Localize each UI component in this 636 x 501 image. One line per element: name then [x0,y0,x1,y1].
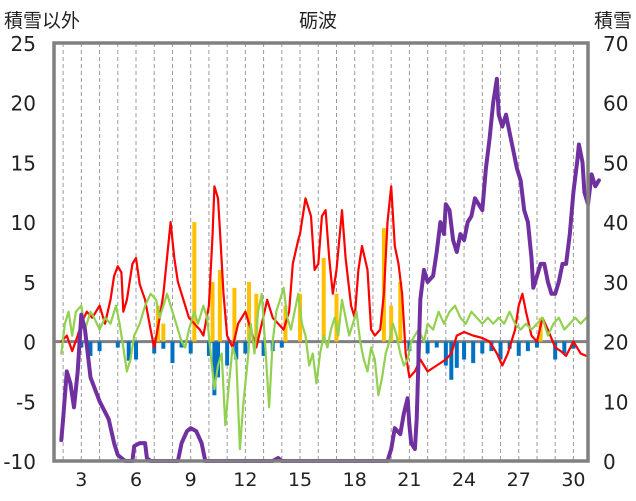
bar [115,341,120,348]
y-right-tick-label: 20 [603,331,628,355]
y-right-tick-label: 60 [603,92,628,116]
bar [553,341,558,360]
bar [161,341,166,349]
bar [217,269,222,342]
x-tick-label: 15 [288,469,312,491]
bar [398,281,403,342]
x-tick-label: 12 [233,469,257,491]
bar [206,341,211,356]
x-tick-label: 27 [507,469,531,491]
bar [126,341,131,361]
y-right-tick-label: 70 [603,32,628,56]
bar [210,281,215,342]
y-left-tick-label: 25 [11,32,36,56]
bar [192,222,197,342]
series-line [59,76,601,463]
bar [471,341,476,364]
plot-frame [52,41,590,463]
bar [134,341,139,360]
x-tick-label: 21 [397,469,421,491]
y-left-tick-label: 20 [11,92,36,116]
y-right-tick-label: 40 [603,211,628,235]
bar [170,341,175,364]
bar [225,341,230,366]
bar [462,341,467,360]
y-left-tick-label: 0 [23,331,36,355]
bar [247,281,252,342]
bar [261,341,266,356]
series-line [60,185,588,379]
bar [480,341,485,354]
bar [571,341,576,349]
bar [216,341,221,378]
series-line [60,286,588,451]
bar [97,341,102,352]
bar [88,341,93,356]
bar [525,341,530,352]
right-axis-title: 積雪 [593,10,632,32]
x-tick-label: 6 [130,469,142,491]
y-left-tick-label: 10 [11,211,36,235]
bar [298,293,303,342]
y-right-tick-label: 30 [603,271,628,295]
x-tick-label: 9 [185,469,197,491]
bar [434,341,439,348]
bar [212,341,217,396]
bar [562,341,567,354]
bar [389,305,394,342]
bar [254,293,259,342]
y-left-tick-label: -10 [3,450,36,474]
bar [334,293,339,342]
y-right-tick-label: 50 [603,151,628,175]
bar [243,341,248,354]
left-axis-title: 積雪以外 [4,10,81,32]
bar [534,341,539,348]
bar [449,341,454,380]
x-tick-label: 24 [452,469,476,491]
bar [321,257,326,342]
y-right-tick-label: 0 [603,450,616,474]
y-left-tick-label: 15 [11,151,36,175]
bar [279,341,284,348]
y-left-tick-label: -5 [16,390,36,414]
bar [443,341,448,366]
y-right-tick-label: 10 [603,390,628,414]
bar [161,323,166,342]
x-tick-label: 18 [343,469,367,491]
bar [425,341,430,354]
y-left-tick-label: 5 [23,271,36,295]
bar [234,341,239,360]
bar [454,341,459,368]
bar [232,287,237,342]
bar [188,341,193,354]
bar [498,341,503,360]
x-tick-label: 30 [561,469,585,491]
chart-title: 砺波 [298,10,337,32]
bar [179,341,184,348]
bar [516,341,521,356]
plot-background [54,43,588,461]
x-tick-label: 3 [75,469,87,491]
